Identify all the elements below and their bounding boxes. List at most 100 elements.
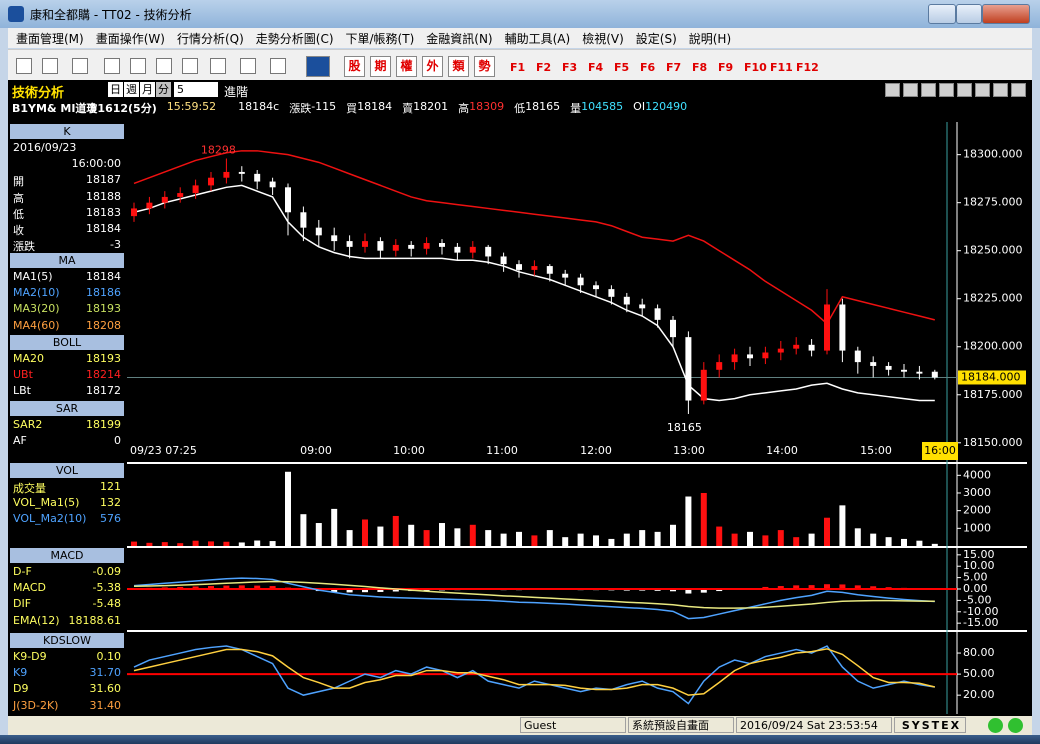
quote-time: 15:59:52 xyxy=(166,100,217,113)
menu-item[interactable]: 輔助工具(A) xyxy=(504,31,571,46)
candle-body xyxy=(747,354,753,359)
menu-item[interactable]: 畫面管理(M) xyxy=(16,31,84,46)
tool-icon[interactable] xyxy=(240,58,256,74)
row-value: 31.40 xyxy=(89,698,122,712)
row-label: 2016/09/23 xyxy=(13,141,77,154)
minimize-button[interactable] xyxy=(928,4,956,24)
quote-label: 賣 xyxy=(402,102,414,115)
maximize-button[interactable] xyxy=(956,4,982,24)
macd-bar xyxy=(700,589,707,593)
row-value: -3 xyxy=(110,238,121,252)
menu-item[interactable]: 說明(H) xyxy=(688,31,732,46)
function-key[interactable]: F6 xyxy=(640,61,656,74)
tool-icon[interactable] xyxy=(104,58,120,74)
function-key[interactable]: F11 xyxy=(770,61,793,74)
candle-body xyxy=(716,362,723,370)
logo-button[interactable] xyxy=(306,56,330,77)
chart-tool[interactable] xyxy=(1011,83,1026,97)
x-tick-label: 13:00 xyxy=(673,444,705,457)
chart-tool[interactable] xyxy=(975,83,990,97)
function-key[interactable]: F9 xyxy=(718,61,734,74)
function-key[interactable]: F5 xyxy=(614,61,630,74)
chart-tool[interactable] xyxy=(939,83,954,97)
chart-tool[interactable] xyxy=(957,83,972,97)
function-key[interactable]: F8 xyxy=(692,61,708,74)
candle-body xyxy=(254,173,261,182)
period-button[interactable]: 分 xyxy=(156,82,171,97)
menu-item[interactable]: 走勢分析圖(C) xyxy=(255,31,334,46)
function-key[interactable]: F4 xyxy=(588,61,604,74)
menu-item[interactable]: 設定(S) xyxy=(635,31,677,46)
function-key[interactable]: F3 xyxy=(562,61,578,74)
period-button[interactable]: 月 xyxy=(140,82,155,97)
candle-body xyxy=(131,208,137,217)
candle-body xyxy=(685,337,692,401)
section-header: VOL xyxy=(10,463,124,478)
candle-body xyxy=(670,319,676,338)
volume-bar xyxy=(777,530,784,546)
volume-bar xyxy=(439,523,445,546)
row-value: 18193 xyxy=(86,302,121,316)
tool-icon[interactable] xyxy=(16,58,32,74)
quote-item: 漲跌 -115 xyxy=(289,100,336,116)
row-label: MA20 xyxy=(13,352,45,365)
row-value: 18184 xyxy=(86,222,121,235)
advanced-button[interactable]: 進階 xyxy=(224,85,249,99)
order-button[interactable]: 期 xyxy=(370,56,391,77)
menu-item[interactable]: 金融資訊(N) xyxy=(426,31,493,46)
row-label: D9 xyxy=(13,682,29,696)
chart-tool[interactable] xyxy=(993,83,1008,97)
order-button[interactable]: 勢 xyxy=(474,56,495,77)
section-header: MA xyxy=(10,253,124,268)
tool-icon[interactable] xyxy=(130,58,146,74)
row-label: 成交量 xyxy=(13,482,46,495)
menu-item[interactable]: 畫面操作(W) xyxy=(95,31,165,46)
last-price-tag xyxy=(958,370,1026,385)
function-key[interactable]: F12 xyxy=(796,61,819,74)
function-key[interactable]: F7 xyxy=(666,61,682,74)
order-button[interactable]: 外 xyxy=(422,56,443,77)
menu-item[interactable]: 行情分析(Q) xyxy=(176,31,244,46)
candle-body xyxy=(777,348,784,353)
close-button[interactable] xyxy=(982,4,1030,24)
order-button[interactable]: 類 xyxy=(448,56,469,77)
order-button[interactable]: 權 xyxy=(396,56,417,77)
macd-bar xyxy=(177,586,184,589)
period-button[interactable]: 日 xyxy=(108,82,123,97)
window-title: 康和全都購 - TT02 - 技術分析 xyxy=(30,8,192,22)
volume-bar xyxy=(454,528,461,546)
tool-icon[interactable] xyxy=(270,58,286,74)
x-tick-label: 16:00 xyxy=(924,444,956,457)
row-value: 18184 xyxy=(86,270,121,283)
function-key[interactable]: F2 xyxy=(536,61,552,74)
volume-bar xyxy=(685,496,692,546)
candle-body xyxy=(562,273,569,278)
row-label: VOL_Ma1(5) xyxy=(13,496,80,510)
volume-bar xyxy=(392,515,399,546)
volume-bar xyxy=(700,492,707,546)
volume-bar xyxy=(577,533,584,546)
volume-bar xyxy=(747,531,753,546)
tool-icon[interactable] xyxy=(156,58,172,74)
order-button[interactable]: 股 xyxy=(344,56,365,77)
function-key[interactable]: F1 xyxy=(510,61,526,74)
period-button[interactable]: 週 xyxy=(124,82,139,97)
tool-icon[interactable] xyxy=(42,58,58,74)
candle-body xyxy=(608,289,615,297)
macd-bar xyxy=(839,584,846,589)
row-value: 18187 xyxy=(86,173,121,187)
candle-body xyxy=(577,277,584,286)
function-key[interactable]: F10 xyxy=(744,61,767,74)
chart-tool[interactable] xyxy=(903,83,918,97)
y-tick-label: -10.00 xyxy=(963,605,998,618)
menu-item[interactable]: 檢視(V) xyxy=(582,31,624,46)
tool-icon[interactable] xyxy=(182,58,198,74)
chart-tool[interactable] xyxy=(885,83,900,97)
chart-tool[interactable] xyxy=(921,83,936,97)
y-tick-label: 3000 xyxy=(963,486,991,499)
interval-select[interactable]: 5 xyxy=(174,82,218,97)
y-tick-label: -15.00 xyxy=(963,616,998,629)
tool-icon[interactable] xyxy=(210,58,226,74)
menu-item[interactable]: 下單/帳務(T) xyxy=(345,31,415,46)
tool-icon[interactable] xyxy=(72,58,88,74)
